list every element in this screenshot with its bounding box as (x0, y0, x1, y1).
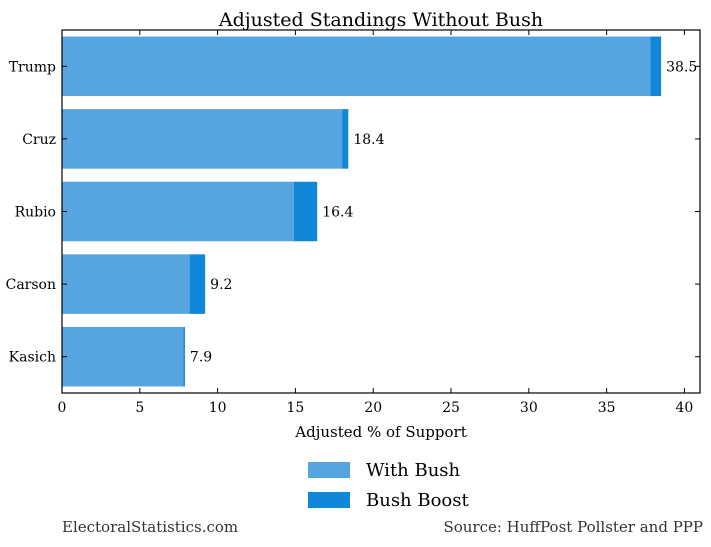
bar-carson-bush-boost (189, 254, 206, 314)
data-label: 9.2 (210, 277, 232, 293)
legend-item-bush-boost: Bush Boost (308, 485, 469, 515)
x-tick-label: 5 (135, 400, 144, 416)
bar-trump-bush-boost (650, 36, 662, 97)
y-tick-label: Rubio (15, 205, 56, 221)
bar-trump-with-bush (62, 36, 651, 97)
legend-swatch-bush-boost (308, 492, 350, 508)
bar-kasich-with-bush (62, 326, 184, 387)
data-label: 18.4 (353, 132, 384, 148)
x-tick-label: 15 (287, 400, 305, 416)
y-tick-label: Trump (9, 59, 56, 75)
bar-rubio-with-bush (62, 181, 294, 242)
bar-cruz-with-bush (62, 109, 343, 169)
x-tick-label: 30 (520, 400, 538, 416)
bar-kasich-bush-boost (183, 326, 185, 387)
legend-swatch-with-bush (308, 462, 350, 478)
data-label: 16.4 (322, 205, 353, 221)
x-tick-label: 35 (598, 400, 616, 416)
x-tick-label: 0 (58, 400, 67, 416)
x-tick-label: 40 (676, 400, 694, 416)
bar-cruz-bush-boost (342, 109, 349, 169)
x-tick-label: 25 (442, 400, 460, 416)
legend: With Bush Bush Boost (308, 455, 469, 515)
bar-carson-with-bush (62, 254, 190, 314)
x-axis-label: Adjusted % of Support (294, 423, 466, 441)
bar-rubio-bush-boost (293, 181, 318, 242)
chart-title: Adjusted Standings Without Bush (218, 9, 543, 31)
footer-site-credit: ElectoralStatistics.com (62, 518, 239, 536)
legend-item-with-bush: With Bush (308, 455, 469, 485)
y-tick-label: Cruz (22, 132, 56, 148)
x-tick-label: 20 (364, 400, 382, 416)
x-tick-label: 10 (209, 400, 227, 416)
footer-source: Source: HuffPost Pollster and PPP (443, 518, 703, 536)
data-label: 38.5 (666, 59, 697, 75)
y-tick-label: Kasich (9, 350, 56, 366)
data-label: 7.9 (190, 350, 212, 366)
legend-label: Bush Boost (366, 489, 469, 511)
y-tick-label: Carson (6, 277, 56, 293)
legend-label: With Bush (366, 459, 461, 481)
